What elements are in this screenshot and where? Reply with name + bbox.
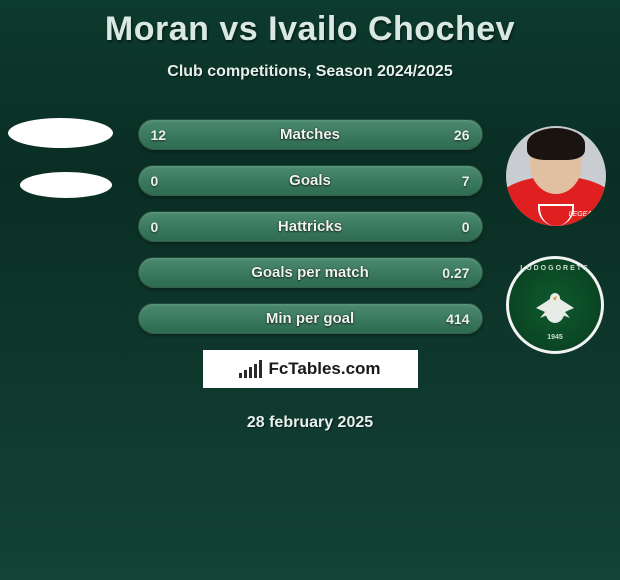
placeholder-shape	[20, 172, 112, 198]
stat-left-value: 0	[151, 173, 159, 189]
stat-bar-goals: 0 Goals 7	[138, 165, 483, 196]
page-title: Moran vs Ivailo Chochev	[0, 0, 620, 49]
player2-club-badge: LUDOGORETS 1945	[506, 256, 604, 354]
stat-label: Hattricks	[278, 218, 342, 235]
stat-label: Min per goal	[266, 310, 354, 327]
player1-avatar-area	[8, 118, 113, 222]
stat-right-value: 7	[462, 173, 470, 189]
chart-icon	[239, 360, 262, 378]
player2-avatar-area: LEGEA LUDOGORETS 1945	[506, 126, 606, 354]
stat-label: Matches	[280, 126, 340, 143]
club-year: 1945	[509, 334, 601, 341]
stat-bar-hattricks: 0 Hattricks 0	[138, 211, 483, 242]
stat-label: Goals	[289, 172, 331, 189]
stat-right-value: 26	[454, 127, 470, 143]
branding-box: FcTables.com	[203, 350, 418, 388]
stat-bar-gpm: Goals per match 0.27	[138, 257, 483, 288]
date-label: 28 february 2025	[0, 414, 620, 432]
placeholder-shape	[8, 118, 113, 148]
stat-right-value: 0	[462, 219, 470, 235]
club-name: LUDOGORETS	[509, 265, 601, 272]
stat-right-value: 414	[446, 311, 469, 327]
eagle-icon	[528, 278, 582, 332]
brand-text: FcTables.com	[268, 359, 380, 379]
stat-bar-mpg: Min per goal 414	[138, 303, 483, 334]
subtitle: Club competitions, Season 2024/2025	[0, 63, 620, 81]
stat-label: Goals per match	[251, 264, 369, 281]
stat-bar-matches: 12 Matches 26	[138, 119, 483, 150]
stat-right-value: 0.27	[442, 265, 469, 281]
player2-photo: LEGEA	[506, 126, 606, 226]
stat-left-value: 12	[151, 127, 167, 143]
stat-left-value: 0	[151, 219, 159, 235]
jersey-brand: LEGEA	[569, 211, 592, 218]
